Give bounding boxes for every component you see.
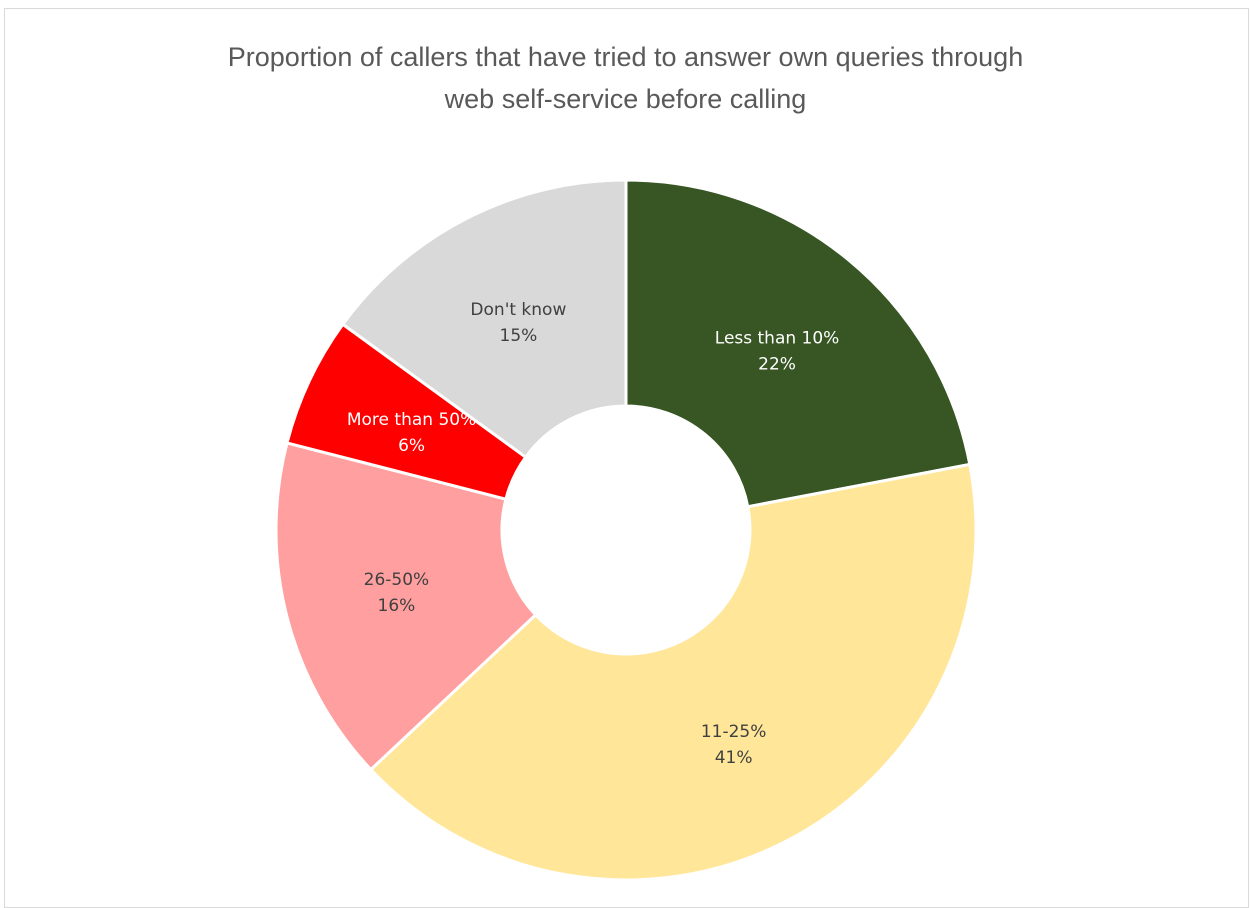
slice-label-11-25: 11-25% 41% <box>701 722 767 768</box>
slice-category-label: Less than 10% <box>715 328 840 348</box>
slice-label-26-50: 26-50% 16% <box>364 570 430 616</box>
slice-value-label: 16% <box>378 596 416 616</box>
slice-value-label: 22% <box>758 354 796 374</box>
slice-category-label: 11-25% <box>701 722 767 742</box>
slice-value-label: 41% <box>715 748 753 768</box>
slice-label-less-than-10: Less than 10% 22% <box>715 328 840 374</box>
chart-title-line-2: web self-service before calling <box>444 84 807 114</box>
slice-value-label: 6% <box>398 436 425 456</box>
slice-26-50 <box>274 441 538 772</box>
slice-11-25 <box>368 462 978 882</box>
slice-less-than-10 <box>624 178 972 509</box>
chart-title-line-1: Proportion of callers that have tried to… <box>227 42 1024 72</box>
slice-label-more-than-50: More than 50% 6% <box>347 410 476 456</box>
slice-category-label: More than 50% <box>347 410 476 430</box>
slice-category-label: Don't know <box>470 300 566 320</box>
slice-category-label: 26-50% <box>364 570 430 590</box>
slice-label-don-t-know: Don't know 15% <box>470 300 566 346</box>
slice-don-t-know <box>340 178 628 460</box>
chart-title: Proportion of callers that have tried to… <box>0 36 1251 120</box>
slice-value-label: 15% <box>500 326 538 346</box>
